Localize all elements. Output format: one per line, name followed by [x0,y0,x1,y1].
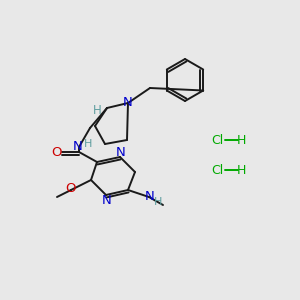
Text: N: N [123,95,133,109]
Text: H: H [236,164,246,176]
Text: H: H [93,104,101,118]
Text: O: O [52,146,62,158]
Text: Cl: Cl [211,134,223,146]
Text: N: N [116,146,126,158]
Text: N: N [145,190,155,202]
Text: N: N [102,194,112,206]
Text: H: H [154,197,162,207]
Text: Cl: Cl [211,164,223,176]
Text: H: H [84,139,92,149]
Text: H: H [236,134,246,146]
Text: O: O [65,182,75,196]
Text: N: N [73,140,83,154]
